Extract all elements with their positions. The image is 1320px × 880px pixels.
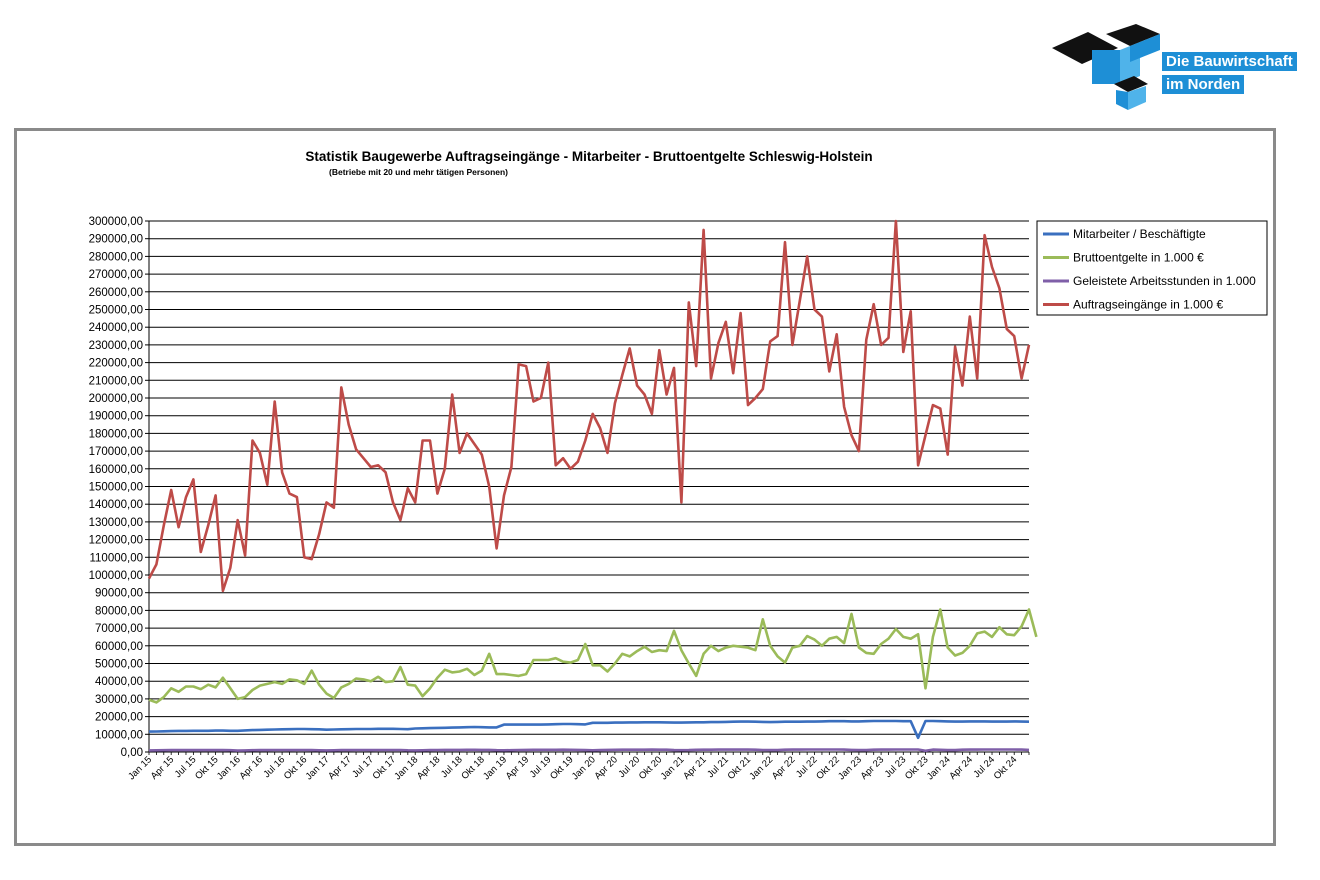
y-tick-label: 250000,00 [89, 305, 143, 317]
series-line-2 [148, 608, 1038, 704]
chart-title: Statistik Baugewerbe Auftragseingänge - … [305, 149, 872, 164]
x-tick-label: Jan 16 [215, 754, 243, 782]
y-tick-label: 70000,00 [95, 623, 143, 635]
line-chart: Statistik Baugewerbe Auftragseingänge - … [89, 149, 1268, 782]
y-tick-label: 30000,00 [95, 694, 143, 706]
y-tick-label: 90000,00 [95, 588, 143, 600]
x-tick-label: Apr 19 [504, 754, 532, 782]
x-tick-label: Jan 23 [836, 754, 864, 782]
y-tick-label: 60000,00 [95, 641, 143, 653]
x-tick-label: Okt 23 [903, 754, 931, 782]
y-tick-label: 160000,00 [89, 464, 143, 476]
x-tick-label: Jan 21 [659, 754, 687, 782]
series-line-3 [148, 748, 1030, 753]
company-logo: Die Bauwirtschaft im Norden [1050, 20, 1320, 115]
y-tick-label: 130000,00 [89, 517, 143, 529]
y-tick-label: 260000,00 [89, 287, 143, 299]
x-tick-label: Apr 16 [237, 754, 265, 782]
x-tick-label: Okt 16 [282, 754, 310, 782]
x-tick-label: Jan 19 [481, 754, 509, 782]
x-tick-label: Okt 21 [726, 754, 754, 782]
series-line-1 [148, 719, 1030, 740]
x-tick-label: Jan 22 [747, 754, 775, 782]
legend-label: Auftragseingänge in 1.000 € [1073, 298, 1223, 312]
logo-text-line1: Die Bauwirtschaft [1162, 52, 1297, 71]
x-tick-label: Okt 17 [371, 754, 399, 782]
x-tick-label: Jan 24 [925, 754, 953, 782]
x-tick-label: Jan 17 [304, 754, 332, 782]
y-tick-label: 220000,00 [89, 358, 143, 370]
y-tick-label: 150000,00 [89, 482, 143, 494]
x-tick-label: Okt 15 [193, 754, 221, 782]
y-tick-label: 110000,00 [89, 552, 143, 564]
y-tick-label: 210000,00 [89, 375, 143, 387]
y-tick-label: 280000,00 [89, 251, 143, 263]
x-tick-label: Jan 20 [570, 754, 598, 782]
y-tick-label: 0,00 [121, 747, 143, 759]
legend-label: Geleistete Arbeitsstunden in 1.000 [1073, 274, 1256, 288]
y-tick-label: 190000,00 [89, 411, 143, 423]
chart-subtitle: (Betriebe mit 20 und mehr tätigen Person… [329, 167, 508, 177]
y-tick-label: 20000,00 [95, 712, 143, 724]
legend-label: Bruttoentgelte in 1.000 € [1073, 251, 1204, 265]
x-tick-label: Apr 23 [859, 754, 887, 782]
x-tick-label: Apr 18 [415, 754, 443, 782]
y-tick-label: 170000,00 [89, 446, 143, 458]
series-line-4 [147, 219, 1031, 593]
x-tick-label: Apr 15 [149, 754, 177, 782]
y-tick-label: 140000,00 [89, 499, 143, 511]
y-tick-label: 40000,00 [95, 676, 143, 688]
x-tick-label: Okt 19 [548, 754, 576, 782]
x-tick-label: Okt 22 [814, 754, 842, 782]
chart-frame: Statistik Baugewerbe Auftragseingänge - … [14, 128, 1276, 846]
x-tick-label: Okt 24 [992, 754, 1020, 782]
x-tick-label: Apr 22 [770, 754, 798, 782]
x-tick-label: Jan 18 [392, 754, 420, 782]
y-tick-label: 230000,00 [89, 340, 143, 352]
y-tick-label: 200000,00 [89, 393, 143, 405]
x-tick-label: Apr 20 [592, 754, 620, 782]
logo-text-line2: im Norden [1162, 75, 1245, 94]
x-tick-label: Apr 24 [947, 754, 975, 782]
y-tick-label: 300000,00 [89, 216, 143, 228]
x-tick-label: Apr 21 [681, 754, 709, 782]
y-tick-label: 100000,00 [89, 570, 143, 582]
y-tick-label: 50000,00 [95, 659, 143, 671]
legend-box [1036, 220, 1268, 316]
y-tick-label: 270000,00 [89, 269, 143, 281]
x-tick-label: Okt 20 [637, 754, 665, 782]
y-tick-label: 80000,00 [95, 605, 143, 617]
y-tick-label: 120000,00 [89, 535, 143, 547]
legend-label: Mitarbeiter / Beschäftigte [1073, 227, 1206, 241]
x-tick-label: Apr 17 [326, 754, 354, 782]
x-tick-label: Okt 18 [459, 754, 487, 782]
logo-cubes-icon [1052, 24, 1160, 110]
y-tick-label: 290000,00 [89, 234, 143, 246]
y-tick-label: 240000,00 [89, 322, 143, 334]
y-tick-label: 10000,00 [95, 729, 143, 741]
y-tick-label: 180000,00 [89, 428, 143, 440]
